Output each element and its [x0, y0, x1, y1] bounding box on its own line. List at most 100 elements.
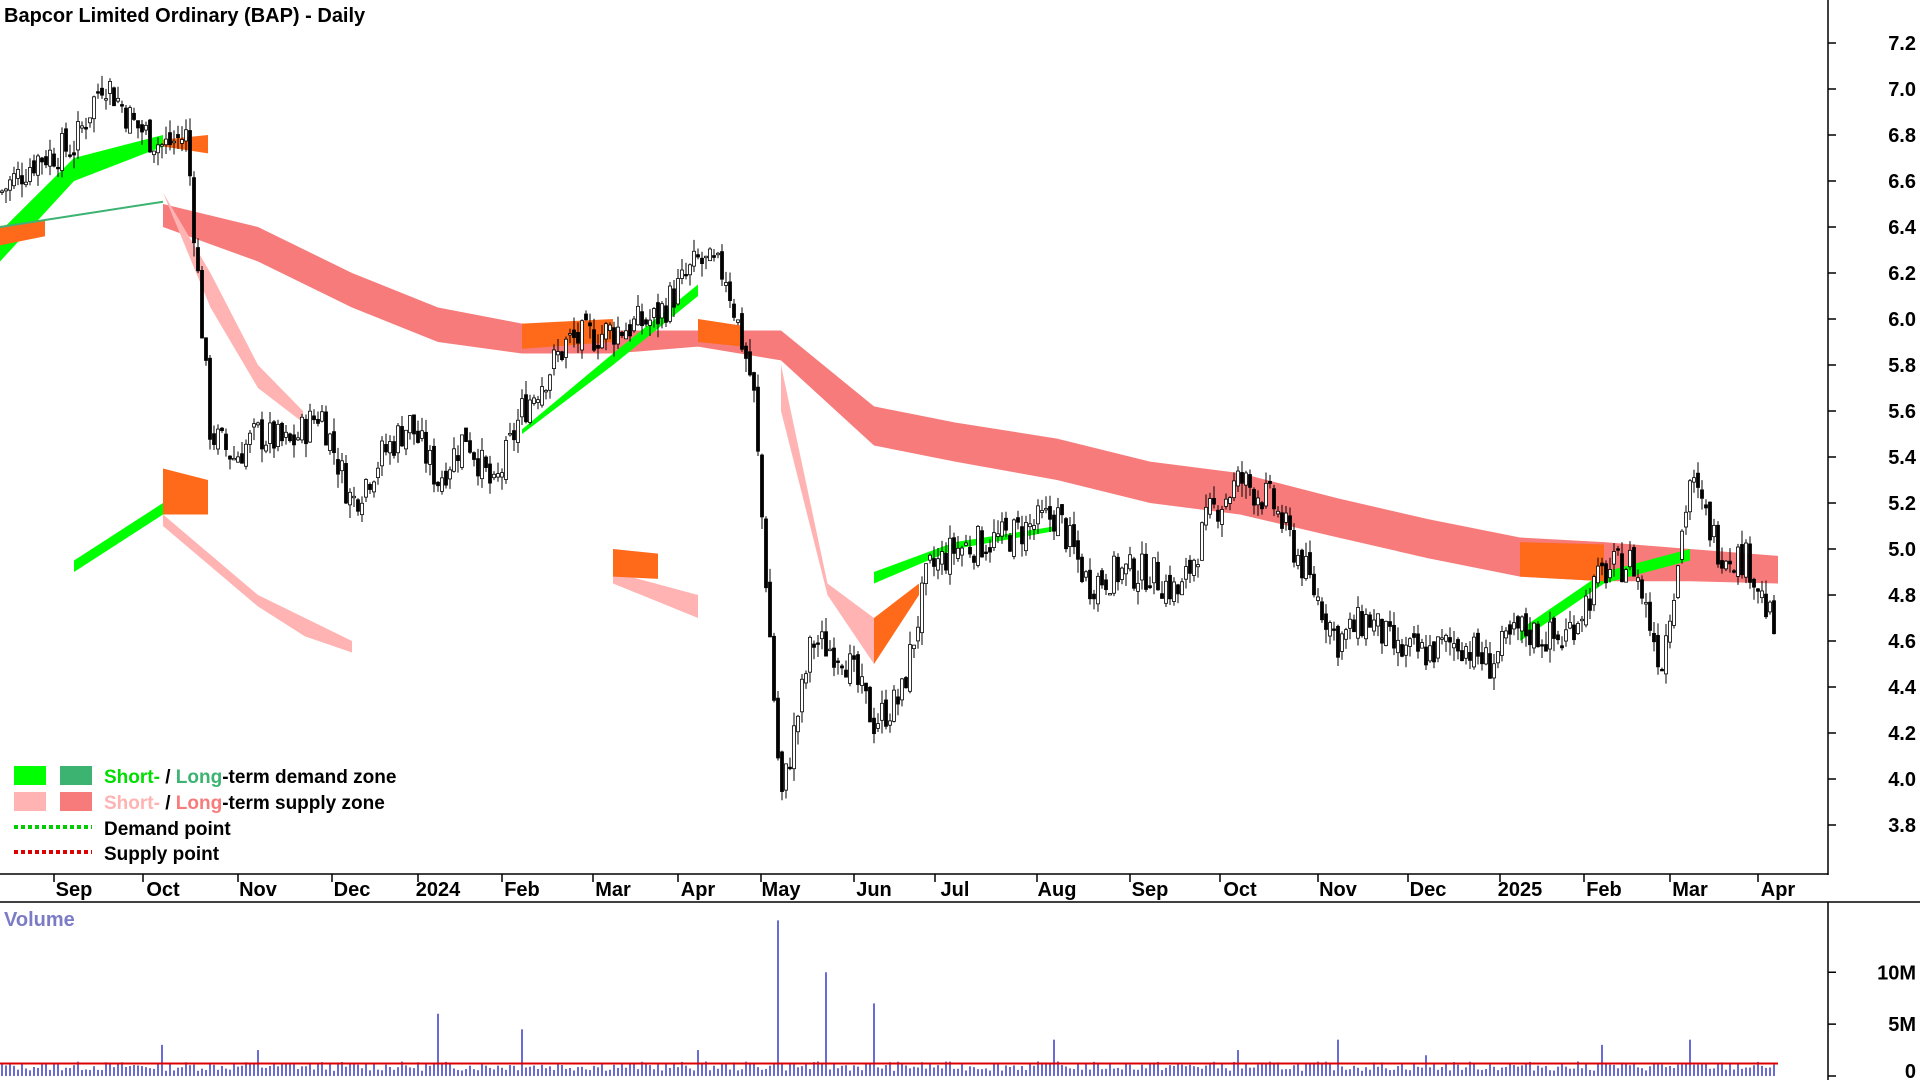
volume-bar	[109, 1062, 111, 1076]
volume-bar	[1717, 1063, 1719, 1076]
volume-bar	[1601, 1044, 1603, 1076]
volume-bar	[501, 1067, 503, 1076]
volume-bar	[1041, 1062, 1043, 1076]
volume-bar	[381, 1070, 383, 1076]
volume-bar	[1297, 1063, 1299, 1076]
volume-bar	[1337, 1039, 1339, 1076]
x-tick-label: Feb	[504, 879, 540, 901]
candle-body	[960, 547, 964, 556]
volume-bar	[1377, 1066, 1379, 1076]
candle-body	[1392, 624, 1396, 649]
volume-title: Volume	[4, 909, 75, 931]
volume-bar	[593, 1065, 595, 1076]
volume-bar	[1701, 1064, 1703, 1076]
volume-bar	[1169, 1065, 1171, 1076]
legend-demand-point: Demand point	[104, 819, 231, 840]
volume-bar	[1001, 1070, 1003, 1076]
volume-bar	[209, 1063, 211, 1076]
candle-body	[1216, 509, 1220, 522]
candle-body	[1536, 623, 1540, 648]
candle-body	[1688, 480, 1692, 513]
volume-bar	[1045, 1062, 1047, 1076]
candle-body	[756, 386, 760, 452]
candle-body	[132, 112, 136, 120]
candle-body	[1508, 624, 1512, 635]
candle-body	[632, 318, 636, 332]
volume-bar	[65, 1067, 67, 1076]
volume-bar	[1577, 1061, 1579, 1076]
volume-bar	[1165, 1067, 1167, 1076]
candle-body	[584, 313, 588, 321]
candle-body	[1200, 522, 1204, 561]
short-term-demand-zone	[74, 503, 163, 572]
candle-body	[40, 157, 44, 163]
volume-bar	[269, 1065, 271, 1076]
candle-body	[240, 453, 244, 464]
volume-bar	[997, 1063, 999, 1076]
volume-bar	[1105, 1068, 1107, 1076]
candle-body	[280, 423, 284, 442]
volume-bar	[145, 1067, 147, 1076]
volume-bar	[385, 1064, 387, 1076]
candle-body	[576, 332, 580, 344]
volume-bar	[597, 1067, 599, 1076]
volume-bar	[1281, 1069, 1283, 1076]
candle-body	[652, 308, 656, 318]
volume-bar	[637, 1069, 639, 1076]
volume-bar	[1609, 1064, 1611, 1076]
candle-body	[1424, 646, 1428, 666]
volume-bar	[533, 1065, 535, 1076]
volume-bar	[1501, 1067, 1503, 1076]
legend-demand-rest: -term demand zone	[222, 767, 396, 788]
candle-body	[1140, 553, 1144, 581]
candle-body	[884, 699, 888, 727]
volume-bar	[1013, 1065, 1015, 1076]
x-tick-label: Nov	[239, 879, 278, 901]
volume-bar	[1709, 1068, 1711, 1076]
candle-body	[80, 125, 84, 129]
candle-body	[588, 322, 592, 327]
candle-body	[0, 190, 4, 193]
candle-body	[1504, 630, 1508, 639]
volume-bar	[1657, 1063, 1659, 1076]
candle-body	[1172, 581, 1176, 602]
volume-bar	[693, 1070, 695, 1076]
volume-bar	[1, 1063, 3, 1076]
volume-bar	[333, 1070, 335, 1076]
candle-body	[548, 374, 552, 391]
volume-tick-label: 10M	[1877, 962, 1916, 984]
volume-bar	[125, 1066, 127, 1076]
volume-bar	[1637, 1067, 1639, 1076]
candle-body	[744, 345, 748, 359]
x-tick-label: Sep	[56, 879, 93, 901]
candle-body	[1416, 633, 1420, 652]
candle-body	[1432, 641, 1436, 663]
volume-bar	[409, 1067, 411, 1076]
candle-body	[928, 554, 932, 561]
overlap-zone	[163, 468, 208, 515]
candle-body	[512, 430, 516, 441]
volume-bar	[1489, 1064, 1491, 1076]
candle-body	[1196, 564, 1200, 568]
legend-swatch-short-demand	[14, 766, 46, 785]
volume-bar	[437, 1013, 439, 1076]
x-tick-label: May	[762, 879, 802, 901]
volume-bar	[457, 1069, 459, 1076]
volume-bar	[737, 1070, 739, 1076]
candle-body	[404, 429, 408, 450]
volume-bar	[165, 1070, 167, 1076]
candle-body	[1744, 542, 1748, 578]
candle-body	[244, 443, 248, 467]
volume-bar	[1217, 1068, 1219, 1076]
candle-body	[1624, 569, 1628, 583]
candle-body	[1244, 472, 1248, 486]
candle-body	[768, 581, 772, 638]
candle-body	[400, 426, 404, 447]
y-tick-label: 5.0	[1888, 539, 1916, 561]
volume-bar	[625, 1067, 627, 1076]
candle-body	[1388, 621, 1392, 627]
volume-bar	[1301, 1070, 1303, 1076]
volume-bar	[837, 1068, 839, 1076]
volume-bar	[929, 1063, 931, 1076]
candle-body	[352, 495, 356, 499]
